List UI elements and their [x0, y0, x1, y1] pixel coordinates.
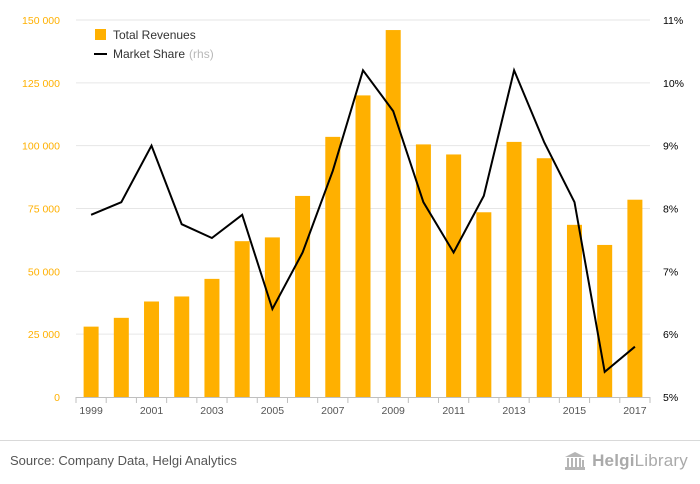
bar-2008 [355, 95, 371, 398]
y-right-tick-label: 10% [663, 78, 684, 90]
x-tick-label-2017: 2017 [623, 405, 647, 417]
helgi-library-logo: HelgiLibrary [564, 449, 688, 473]
bar-2012 [476, 212, 492, 397]
x-tick-label-2005: 2005 [261, 405, 285, 417]
y-axis-right: 5% 6% 7% 8% 9% 10% 11% [663, 15, 684, 404]
y-axis-left: 0 25 000 50 000 75 000 100 000 125 000 150 000 [22, 15, 60, 404]
bar-2003 [204, 278, 220, 397]
x-tick-label-2001: 2001 [140, 405, 164, 417]
x-tick-label-2007: 2007 [321, 405, 345, 417]
bar-2014 [536, 158, 552, 397]
bar-2013 [506, 141, 522, 397]
logo-text-light: Library [634, 451, 688, 470]
legend-label-revenues: Total Revenues [113, 28, 196, 42]
line-series [90, 67, 636, 374]
y-left-tick-label: 25 000 [28, 329, 60, 341]
legend-label-market-share: Market Share (rhs) [113, 47, 214, 61]
y-left-tick-label: 50 000 [28, 266, 60, 278]
y-left-tick-label: 125 000 [22, 78, 60, 90]
logo-text: HelgiLibrary [592, 451, 688, 471]
x-tick-label-2009: 2009 [382, 405, 406, 417]
library-building-icon [565, 452, 586, 470]
x-tick-label-2013: 2013 [502, 405, 526, 417]
y-right-tick-label: 9% [663, 141, 678, 153]
y-right-tick-label: 7% [663, 266, 678, 278]
y-left-tick-label: 75 000 [28, 204, 60, 216]
x-tick-label-2015: 2015 [563, 405, 587, 417]
legend-swatch-revenues [95, 29, 106, 40]
footer: Source: Company Data, Helgi Analytics He… [0, 440, 700, 484]
legend: Total Revenues Market Share (rhs) [94, 28, 214, 61]
bar-2016 [597, 244, 613, 397]
logo-text-bold: Helgi [592, 451, 635, 470]
legend-label-market-share-name: Market Share [113, 47, 185, 61]
bar-2002 [174, 296, 190, 397]
x-tick-label-2003: 2003 [200, 405, 224, 417]
y-right-tick-label: 11% [663, 15, 683, 27]
bar-2017 [627, 199, 643, 397]
y-left-tick-label: 100 000 [22, 141, 60, 153]
x-tick-label-1999: 1999 [79, 405, 103, 417]
legend-label-market-share-suffix: (rhs) [189, 47, 214, 61]
bar-2009 [385, 30, 401, 397]
bar-2004 [234, 241, 250, 397]
x-tick-label-2011: 2011 [442, 405, 465, 417]
bar-2001 [144, 301, 160, 397]
bar-2005 [264, 237, 280, 397]
bar-2015 [566, 224, 582, 397]
y-left-tick-label: 150 000 [22, 15, 60, 27]
market-share-line [90, 67, 636, 374]
bar-2007 [325, 136, 341, 397]
y-left-tick-label: 0 [54, 392, 60, 404]
y-right-tick-label: 6% [663, 329, 678, 341]
source-note: Source: Company Data, Helgi Analytics [10, 453, 237, 468]
y-right-tick-label: 8% [663, 204, 678, 216]
bar-series [83, 30, 643, 398]
chart: 0 25 000 50 000 75 000 100 000 125 000 150 000… [22, 15, 684, 417]
x-axis: 1999 2001 2003 2005 2007 2009 2011 2013 2015 2017 [75, 397, 651, 417]
bar-2010 [415, 144, 431, 397]
bar-1999 [83, 326, 99, 397]
bar-2000 [113, 317, 129, 397]
bar-2011 [446, 154, 462, 397]
bar-2006 [295, 195, 311, 397]
y-right-tick-label: 5% [663, 392, 678, 404]
